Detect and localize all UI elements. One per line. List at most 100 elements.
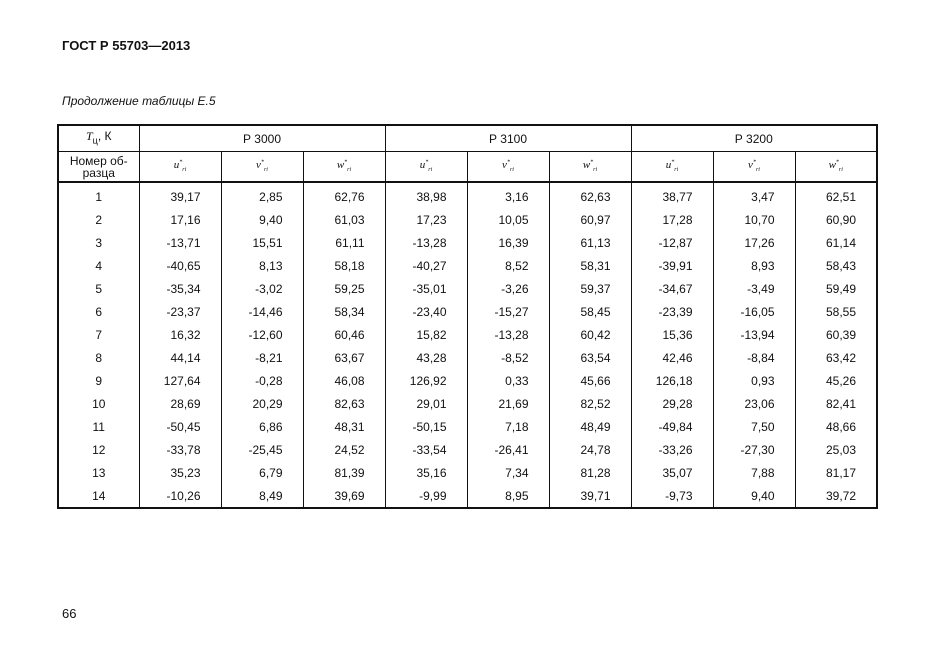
value-cell: 63,54 bbox=[548, 346, 631, 369]
unit: , К bbox=[97, 129, 112, 144]
subscript: ri bbox=[509, 167, 514, 174]
data-row: 8 44,14 -8,21 63,67 43,28 -8,52 63,54 42,46 -8,8… bbox=[57, 346, 877, 369]
value-cell: -9,73 bbox=[630, 484, 713, 508]
value-cell: 35,23 bbox=[138, 461, 221, 484]
data-row: 10 28,69 20,29 82,63 29,01 21,69 82,52 29,28 23,… bbox=[57, 392, 877, 415]
sample-number: 1 bbox=[57, 182, 139, 208]
value-cell: 17,26 bbox=[712, 231, 795, 254]
value-cell: 63,67 bbox=[302, 346, 385, 369]
value-cell: 63,42 bbox=[794, 346, 877, 369]
value-cell: -12,60 bbox=[220, 323, 303, 346]
value-cell: 15,36 bbox=[630, 323, 713, 346]
value-cell: 0,33 bbox=[466, 369, 549, 392]
sample-number: 3 bbox=[57, 231, 139, 254]
value-cell: 35,16 bbox=[384, 461, 467, 484]
superscript: * bbox=[425, 159, 429, 166]
value-cell: 62,63 bbox=[548, 182, 631, 208]
value-cell: 48,49 bbox=[548, 415, 631, 438]
subscript: ц bbox=[92, 135, 98, 146]
data-row: 7 16,32 -12,60 60,46 15,82 -13,28 60,42 15,36 -1… bbox=[57, 323, 877, 346]
subscript: ri bbox=[755, 167, 760, 174]
column-header: w*ri bbox=[548, 151, 631, 183]
data-row: 11 -50,45 6,86 48,31 -50,15 7,18 48,49 -49,84 7,… bbox=[57, 415, 877, 438]
value-cell: 61,13 bbox=[548, 231, 631, 254]
value-cell: 15,51 bbox=[220, 231, 303, 254]
value-cell: -12,87 bbox=[630, 231, 713, 254]
value-cell: -35,01 bbox=[384, 277, 467, 300]
data-row: 12 -33,78 -25,45 24,52 -33,54 -26,41 24,78 -33,… bbox=[57, 438, 877, 461]
value-cell: -26,41 bbox=[466, 438, 549, 461]
value-cell: -3,02 bbox=[220, 277, 303, 300]
value-cell: -40,27 bbox=[384, 254, 467, 277]
value-cell: 10,05 bbox=[466, 208, 549, 231]
corner-cell: Tц, К bbox=[57, 125, 139, 152]
sample-number: 4 bbox=[57, 254, 139, 277]
value-cell: 23,06 bbox=[712, 392, 795, 415]
sample-number: 2 bbox=[57, 208, 139, 231]
value-cell: 25,03 bbox=[794, 438, 877, 461]
value-cell: -8,52 bbox=[466, 346, 549, 369]
value-cell: 10,70 bbox=[712, 208, 795, 231]
value-cell: 81,39 bbox=[302, 461, 385, 484]
value-cell: 44,14 bbox=[138, 346, 221, 369]
value-cell: -39,91 bbox=[630, 254, 713, 277]
symbol: u bbox=[173, 159, 180, 172]
value-cell: 45,66 bbox=[548, 369, 631, 392]
symbol: v bbox=[256, 159, 261, 172]
data-row: 1 39,17 2,85 62,76 38,98 3,16 62,63 38,77 3,47 62… bbox=[57, 182, 877, 208]
sample-number: 9 bbox=[57, 369, 139, 392]
symbol-group: w*ri bbox=[583, 159, 598, 174]
superscript: * bbox=[344, 159, 348, 166]
value-cell: -0,28 bbox=[220, 369, 303, 392]
subscript: ri bbox=[593, 167, 598, 174]
value-cell: 38,98 bbox=[384, 182, 467, 208]
sample-number: 13 bbox=[57, 461, 139, 484]
value-cell: 45,26 bbox=[794, 369, 877, 392]
data-row: 3 -13,71 15,51 61,11 -13,28 16,39 61,13 -12,87 1… bbox=[57, 231, 877, 254]
value-cell: 9,40 bbox=[220, 208, 303, 231]
column-header: u*ri bbox=[630, 151, 713, 183]
value-cell: 0,93 bbox=[712, 369, 795, 392]
value-cell: 3,16 bbox=[466, 182, 549, 208]
value-cell: 60,42 bbox=[548, 323, 631, 346]
value-cell: 126,18 bbox=[630, 369, 713, 392]
value-cell: 62,76 bbox=[302, 182, 385, 208]
value-cell: -33,78 bbox=[138, 438, 221, 461]
table-caption: Продолжение таблицы Е.5 bbox=[62, 94, 216, 108]
value-cell: 17,16 bbox=[138, 208, 221, 231]
symbol: w bbox=[336, 159, 345, 172]
value-cell: -27,30 bbox=[712, 438, 795, 461]
subscript: ri bbox=[347, 167, 352, 174]
group-header: Р 3100 bbox=[384, 125, 631, 152]
superscript: * bbox=[260, 159, 264, 166]
value-cell: -13,28 bbox=[384, 231, 467, 254]
subscript: ri bbox=[838, 167, 843, 174]
sample-number: 8 bbox=[57, 346, 139, 369]
value-cell: 28,69 bbox=[138, 392, 221, 415]
value-cell: 58,55 bbox=[794, 300, 877, 323]
value-cell: -16,05 bbox=[712, 300, 795, 323]
page-number: 66 bbox=[62, 606, 77, 621]
value-cell: 6,86 bbox=[220, 415, 303, 438]
data-row: 5 -35,34 -3,02 59,25 -35,01 -3,26 59,37 -34,67-… bbox=[57, 277, 877, 300]
symbol-group: u*ri bbox=[173, 159, 187, 174]
value-cell: 61,03 bbox=[302, 208, 385, 231]
value-cell: 7,18 bbox=[466, 415, 549, 438]
value-cell: 60,97 bbox=[548, 208, 631, 231]
value-cell: 6,79 bbox=[220, 461, 303, 484]
value-cell: 24,78 bbox=[548, 438, 631, 461]
group-header: Р 3200 bbox=[630, 125, 877, 152]
column-header: v*ri bbox=[466, 151, 549, 183]
value-cell: 17,23 bbox=[384, 208, 467, 231]
value-cell: -25,45 bbox=[220, 438, 303, 461]
value-cell: 8,13 bbox=[220, 254, 303, 277]
row-header: Номер об-разца bbox=[57, 151, 139, 183]
superscript: * bbox=[590, 159, 594, 166]
group-header: Р 3000 bbox=[138, 125, 385, 152]
subscript: ri bbox=[182, 167, 187, 174]
sample-number: 11 bbox=[57, 415, 139, 438]
value-cell: 48,31 bbox=[302, 415, 385, 438]
symbol-group: w*ri bbox=[336, 159, 352, 174]
